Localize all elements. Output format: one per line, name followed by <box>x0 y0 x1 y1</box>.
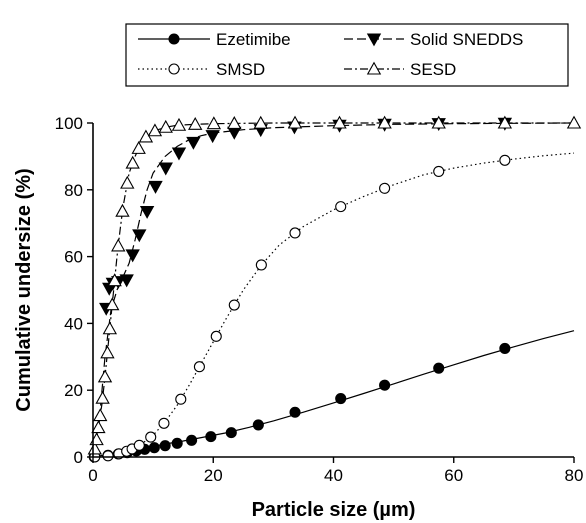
data-point-sesd <box>91 420 106 434</box>
data-point-smsd <box>210 330 222 342</box>
data-point-solid-snedds <box>119 274 134 288</box>
y-tick-label: 80 <box>64 181 83 200</box>
data-point-ezetimibe <box>379 379 391 391</box>
data-point-sesd <box>131 141 146 154</box>
legend: Ezetimibe Solid SNEDDS SMSD SESD <box>125 23 569 87</box>
legend-marker-solid-snedds <box>366 33 382 47</box>
data-point-sesd <box>97 369 113 383</box>
data-point-sesd <box>566 115 582 129</box>
data-point-ezetimibe <box>335 392 347 405</box>
data-point-sesd <box>188 116 203 130</box>
legend-label-solid-snedds: Solid SNEDDS <box>410 30 523 49</box>
data-point-smsd <box>379 182 391 194</box>
data-point-ezetimibe <box>148 442 160 454</box>
data-point-sesd <box>497 115 513 129</box>
x-tick-label: 20 <box>204 466 223 485</box>
data-point-sesd <box>107 273 122 287</box>
series-markers <box>87 115 582 463</box>
data-point-smsd <box>193 361 205 373</box>
data-point-smsd <box>289 227 301 239</box>
data-point-sesd <box>253 115 268 129</box>
y-tick-label: 100 <box>55 114 83 133</box>
data-point-smsd <box>158 417 170 429</box>
data-point-smsd <box>499 154 511 166</box>
data-point-smsd <box>228 299 240 311</box>
legend-box <box>125 23 569 87</box>
legend-label-sesd: SESD <box>410 60 456 79</box>
data-point-solid-snedds <box>227 126 242 140</box>
data-point-smsd <box>133 439 145 451</box>
x-tick-label: 0 <box>88 466 97 485</box>
data-point-ezetimibe <box>171 437 183 449</box>
data-point-sesd <box>100 345 115 359</box>
y-axis-title: Cumulative undersize (%) <box>13 168 35 411</box>
data-point-sesd <box>227 116 242 129</box>
data-point-sesd <box>206 116 222 130</box>
data-point-sesd <box>111 238 126 252</box>
data-point-ezetimibe <box>252 419 264 431</box>
data-point-sesd <box>431 115 446 129</box>
x-tick-label: 40 <box>324 466 343 485</box>
data-point-ezetimibe <box>499 342 511 355</box>
data-point-sesd <box>377 115 392 129</box>
legend-marker-smsd <box>168 63 180 75</box>
data-point-ezetimibe <box>433 362 445 374</box>
data-point-sesd <box>125 155 140 169</box>
data-point-sesd <box>287 115 303 129</box>
legend-label-ezetimibe: Ezetimibe <box>216 30 291 49</box>
legend-marker-ezetimibe <box>168 33 180 45</box>
data-point-sesd <box>147 123 163 137</box>
data-point-sesd <box>332 115 347 129</box>
series-line-smsd <box>92 152 575 458</box>
data-point-solid-snedds <box>139 205 155 219</box>
data-point-smsd <box>433 165 445 177</box>
data-point-sesd <box>115 203 130 217</box>
series-line-solid-snedds <box>92 122 575 458</box>
data-point-sesd <box>93 408 108 422</box>
y-tick-label: 0 <box>74 448 83 467</box>
legend-label-smsd: SMSD <box>216 60 265 79</box>
data-point-solid-snedds <box>125 249 140 263</box>
data-point-sesd <box>158 119 173 133</box>
data-point-smsd <box>175 393 187 405</box>
y-tick-label: 20 <box>64 381 83 400</box>
data-point-ezetimibe <box>225 427 237 439</box>
data-point-sesd <box>87 441 102 455</box>
data-point-smsd <box>335 201 347 213</box>
data-point-solid-snedds <box>205 130 220 144</box>
data-point-ezetimibe <box>289 406 301 418</box>
y-tick-label: 40 <box>64 314 83 333</box>
data-point-solid-snedds <box>148 180 163 194</box>
data-point-solid-snedds <box>186 136 201 150</box>
data-point-smsd <box>145 431 157 443</box>
x-tick-label: 80 <box>565 466 584 485</box>
data-point-smsd <box>255 259 267 271</box>
data-point-sesd <box>171 117 187 131</box>
data-point-solid-snedds <box>171 147 187 161</box>
data-point-sesd <box>105 297 120 311</box>
x-axis-title: Particle size (µm) <box>252 499 416 521</box>
x-tick-label: 60 <box>444 466 463 485</box>
data-point-solid-snedds <box>132 229 147 243</box>
axis-ticks: 0 20 40 60 80 0 20 40 60 80 100 <box>55 114 584 485</box>
data-point-sesd <box>95 390 110 404</box>
data-point-ezetimibe <box>186 434 198 446</box>
data-point-sesd <box>120 175 135 189</box>
data-point-smsd <box>102 450 114 462</box>
data-point-solid-snedds <box>158 162 173 176</box>
y-tick-label: 60 <box>64 248 83 267</box>
data-point-sesd <box>102 321 118 335</box>
data-point-ezetimibe <box>205 431 217 443</box>
data-point-ezetimibe <box>159 440 171 452</box>
legend-marker-sesd <box>366 61 382 75</box>
